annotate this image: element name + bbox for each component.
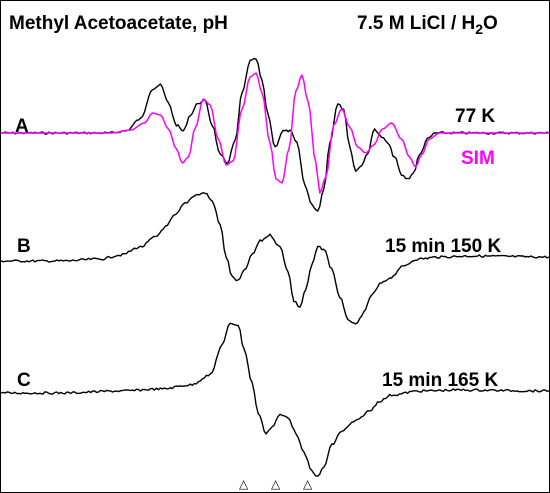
chart-title-left: Methyl Acetoacetate, pH	[9, 13, 228, 34]
trace-b-experimental	[1, 191, 549, 325]
condition-label-a: 77 K	[455, 106, 495, 127]
panel-label-b: B	[17, 236, 31, 257]
trace-a-simulation	[1, 72, 549, 194]
traces-group	[1, 57, 549, 477]
condition-label-c: 15 min 165 K	[382, 370, 498, 391]
field-marker-2: △	[271, 477, 281, 491]
condition-label-b: 15 min 150 K	[385, 236, 501, 257]
trace-a-experimental	[1, 57, 549, 212]
panel-label-c: C	[17, 370, 31, 391]
chart-title-right: 7.5 M LiCl / H2O	[357, 13, 498, 37]
trace-c-experimental	[1, 322, 549, 477]
field-marker-3: △	[303, 477, 313, 491]
panel-label-a: A	[15, 116, 29, 137]
legend-sim-label: SIM	[461, 148, 495, 169]
field-marker-1: △	[239, 477, 249, 491]
